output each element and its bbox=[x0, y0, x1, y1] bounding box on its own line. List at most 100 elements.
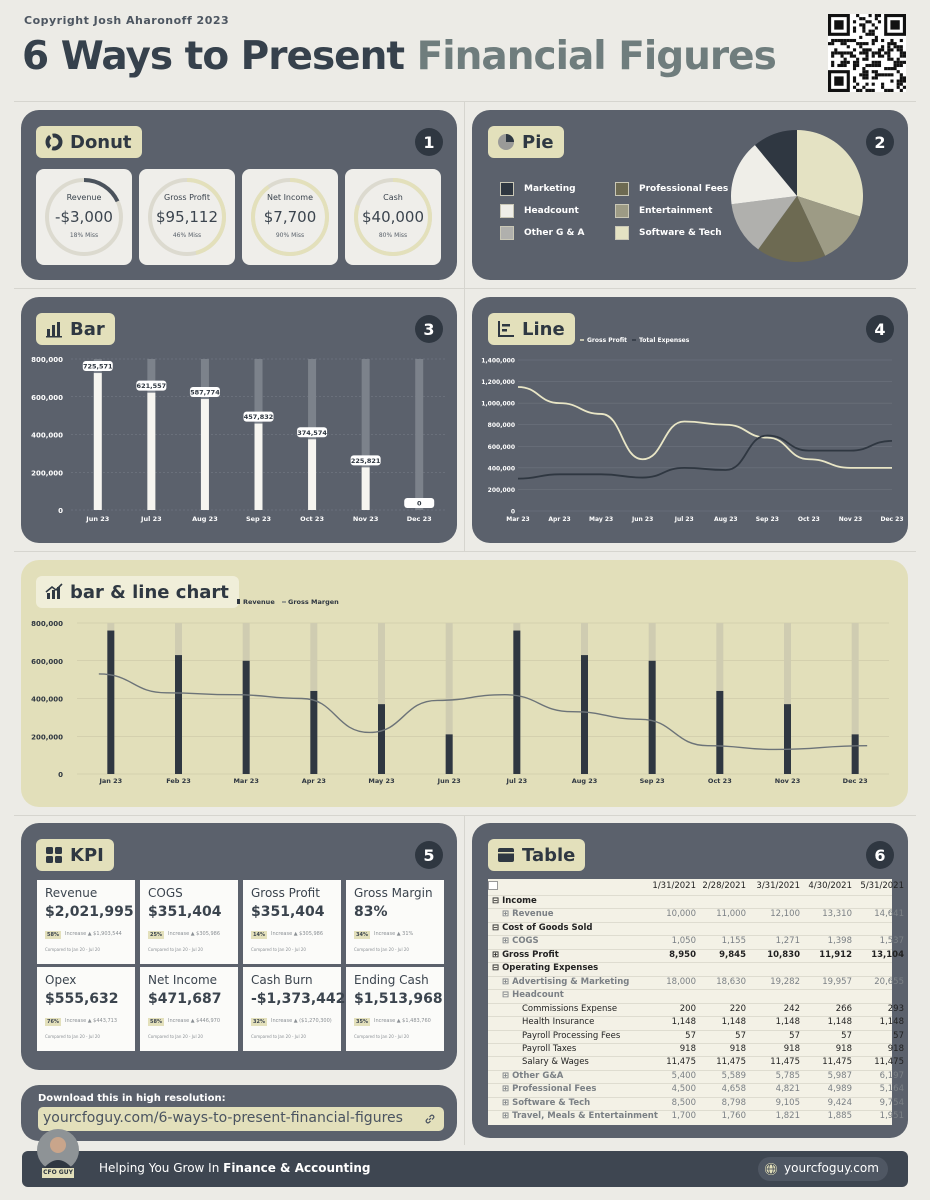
download-link[interactable]: yourcfoguy.com/6-ways-to-present-financi… bbox=[38, 1107, 444, 1131]
row-label[interactable]: ⊞ Travel, Meals & Entertainment bbox=[502, 1111, 658, 1122]
combo-chart: 800,000 600,000 400,000 200,000 0 Jan 23 Feb 2… bbox=[31, 598, 889, 785]
table-cell: 1,148 bbox=[671, 1017, 696, 1028]
qr-module bbox=[896, 85, 900, 89]
bar-chart-icon bbox=[46, 322, 62, 338]
row-label[interactable]: ⊞ Software & Tech bbox=[502, 1097, 591, 1108]
donut-value: $40,000 bbox=[361, 208, 425, 226]
grid-icon bbox=[46, 847, 62, 863]
table-column-header[interactable]: 4/30/2021 bbox=[808, 881, 852, 891]
row-label[interactable]: ⊟ Cost of Goods Sold bbox=[492, 922, 593, 933]
kpi-compare: Compared to Jan 20 - Jul 20 bbox=[354, 1034, 409, 1039]
donut-card: Gross Profit $95,112 46% Miss bbox=[139, 169, 235, 265]
legend-label: Total Expenses bbox=[639, 337, 690, 344]
kpi-increase: Increase ▲ $1,483,760 bbox=[374, 1018, 431, 1024]
y-tick-label: 0 bbox=[511, 509, 515, 516]
y-tick-label: 200,000 bbox=[488, 487, 515, 494]
donut-sub: 90% Miss bbox=[275, 232, 305, 239]
table-column-header[interactable]: 2/28/2021 bbox=[702, 881, 746, 891]
bar bbox=[648, 660, 656, 774]
kpi-compare: Compared to Jan 20 - Jul 20 bbox=[354, 947, 409, 952]
qr-module bbox=[840, 38, 844, 43]
qr-module bbox=[884, 51, 888, 55]
qr-module bbox=[887, 73, 891, 77]
row-label[interactable]: ⊟ Income bbox=[492, 896, 537, 906]
table-row: ⊞ Other G&A 5,400 5,589 5,785 5,987 6,197 bbox=[488, 1069, 904, 1083]
row-label[interactable]: ⊞ Professional Fees bbox=[502, 1084, 597, 1095]
qr-module bbox=[899, 60, 903, 64]
qr-module bbox=[871, 51, 875, 55]
section-number: 4 bbox=[866, 315, 894, 343]
bar-data-label: 225,821 bbox=[351, 457, 381, 465]
donut-ring bbox=[45, 178, 123, 256]
qr-module bbox=[881, 85, 885, 89]
row-label[interactable]: ⊟ Headcount bbox=[502, 990, 564, 1001]
qr-module bbox=[874, 70, 878, 74]
row-label[interactable]: ⊞ Revenue bbox=[502, 909, 554, 920]
combo-panel: bar & line chart 800,000 600,000 400,000 20… bbox=[21, 560, 908, 807]
x-tick-label: Jun 23 bbox=[85, 515, 109, 523]
x-tick-label: Apr 23 bbox=[548, 516, 570, 523]
row-label[interactable]: ⊞ Gross Profit bbox=[492, 949, 559, 960]
table-cell: 13,104 bbox=[871, 949, 904, 960]
tagline-pre: Helping You Grow In bbox=[99, 1161, 224, 1175]
donut-progress bbox=[148, 178, 226, 256]
site-link[interactable]: yourcfoguy.com bbox=[758, 1157, 888, 1181]
qr-module bbox=[852, 20, 857, 24]
table-column-header[interactable]: 5/31/2021 bbox=[860, 881, 904, 891]
qr-module bbox=[859, 88, 863, 92]
pie-slice bbox=[731, 145, 797, 205]
donut-ring bbox=[354, 178, 432, 256]
qr-module bbox=[884, 67, 888, 71]
kpi-card: Revenue $2,021,995 58% Increase ▲ $1,903,54… bbox=[37, 880, 135, 964]
download-url[interactable]: yourcfoguy.com/6-ways-to-present-financi… bbox=[43, 1110, 403, 1126]
table-column-header[interactable]: 3/31/2021 bbox=[756, 881, 800, 891]
y-tick-label: 200,000 bbox=[31, 733, 63, 741]
table-cell: 57 bbox=[735, 1030, 746, 1041]
qr-module bbox=[887, 88, 891, 92]
table-row: Health Insurance 1,148 1,148 1,148 1,148 1,14… bbox=[488, 1016, 904, 1029]
qr-module bbox=[887, 42, 891, 46]
series-line bbox=[517, 386, 892, 469]
kpi-label: Opex bbox=[45, 973, 77, 987]
bar-data-label: 374,574 bbox=[297, 429, 327, 437]
donut-sub: 46% Miss bbox=[172, 232, 202, 239]
bar-track bbox=[445, 623, 453, 774]
qr-module bbox=[868, 63, 872, 68]
y-tick-label: 200,000 bbox=[31, 469, 63, 477]
row-label[interactable]: ⊞ COGS bbox=[502, 936, 539, 947]
table-column-header[interactable]: 1/31/2021 bbox=[652, 881, 696, 891]
x-tick-label: Mar 23 bbox=[233, 777, 258, 785]
kpi-value: $2,021,995 bbox=[45, 904, 134, 920]
kpi-badge: 58% bbox=[45, 931, 61, 939]
table-cell: 242 bbox=[783, 1003, 800, 1014]
kpi-increase: Increase ▲ $305,986 bbox=[271, 931, 324, 937]
qr-module bbox=[846, 45, 850, 49]
table-header-row: 1/31/2021 2/28/2021 3/31/2021 4/30/2021 5/31… bbox=[488, 881, 904, 894]
qr-code-icon[interactable] bbox=[828, 14, 906, 92]
x-tick-label: Oct 23 bbox=[300, 515, 324, 523]
donut-sub: 80% Miss bbox=[378, 232, 408, 239]
table-cell: 1,821 bbox=[775, 1111, 800, 1122]
pie-legend-item: Professional Fees bbox=[615, 182, 728, 196]
row-label[interactable]: ⊞ Other G&A bbox=[502, 1070, 564, 1081]
pie-tag-label: Pie bbox=[522, 131, 554, 153]
avatar-icon bbox=[37, 1129, 79, 1171]
qr-module bbox=[874, 51, 878, 55]
bar-data-label: 621,557 bbox=[137, 382, 167, 390]
qr-module bbox=[902, 79, 906, 83]
qr-module bbox=[871, 60, 875, 64]
kpi-compare: Compared to Jan 20 - Jul 20 bbox=[148, 947, 203, 952]
qr-module bbox=[871, 29, 875, 33]
qr-module bbox=[877, 60, 882, 64]
row-label[interactable]: ⊟ Operating Expenses bbox=[492, 963, 599, 974]
qr-module bbox=[837, 51, 841, 55]
table-row: Payroll Taxes 918 918 918 918 918 bbox=[488, 1042, 904, 1056]
site-text[interactable]: yourcfoguy.com bbox=[784, 1161, 879, 1175]
qr-module bbox=[881, 73, 885, 77]
donut-sub: 18% Miss bbox=[69, 232, 99, 239]
bar-data-label: 725,571 bbox=[83, 363, 113, 371]
qr-module bbox=[859, 73, 863, 77]
row-label[interactable]: ⊞ Advertising & Marketing bbox=[502, 976, 630, 987]
qr-module bbox=[896, 45, 900, 49]
footer-tagline: Helping You Grow In Finance & Accounting bbox=[99, 1161, 371, 1175]
